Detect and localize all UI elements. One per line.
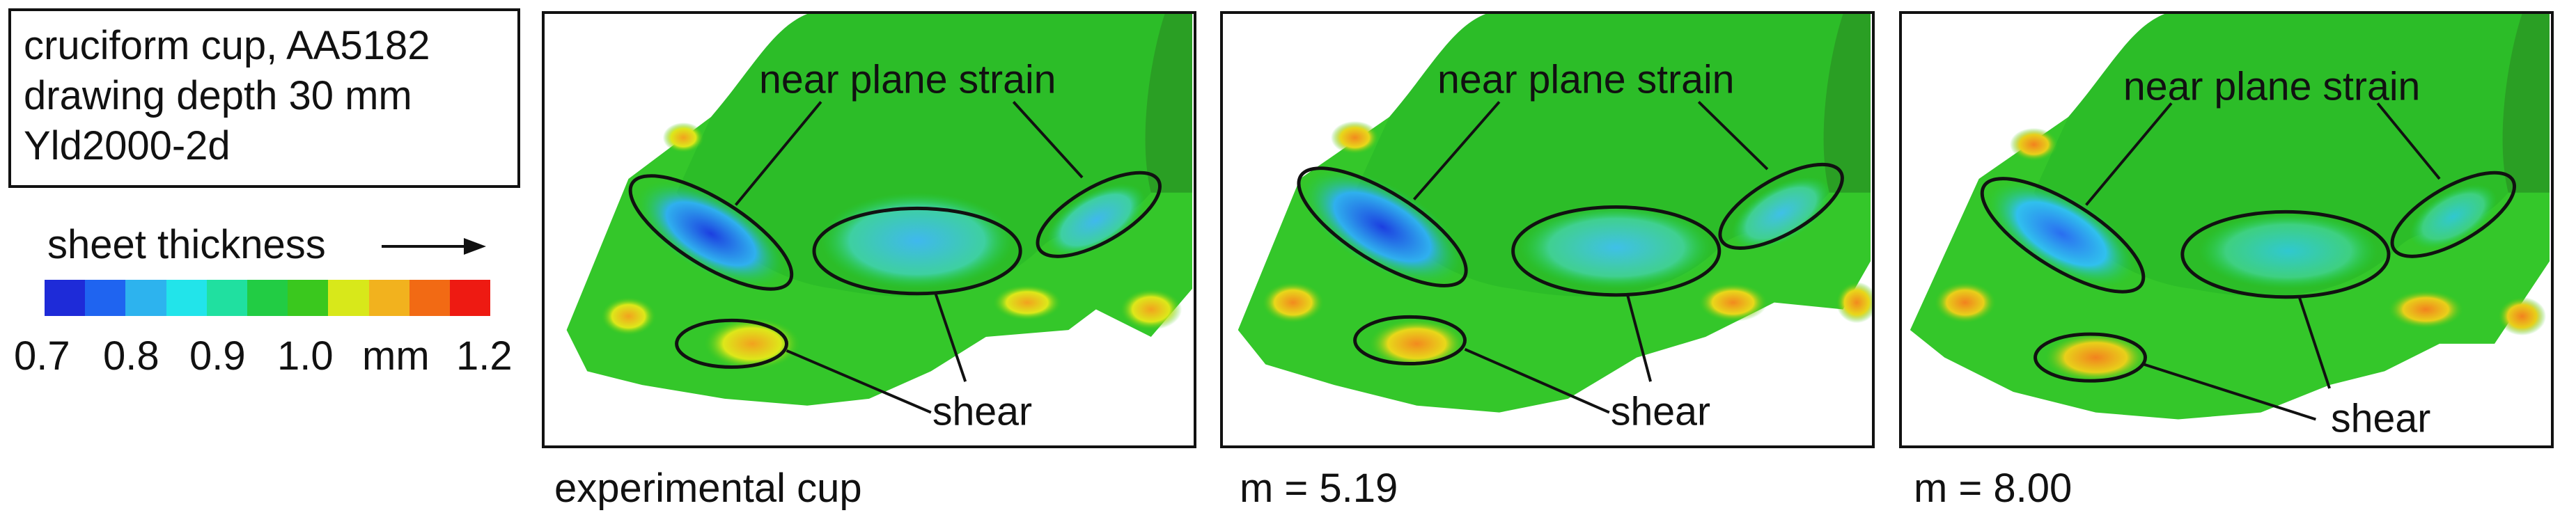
info-box: cruciform cup, AA5182 drawing depth 30 m… <box>8 8 520 188</box>
colorbar-tick-label: 1.0 <box>277 333 334 379</box>
ellipse-corner-left <box>1980 177 2146 294</box>
panel-m-5-19: near plane strain shear <box>1220 11 1875 448</box>
colorbar-swatch <box>409 280 450 316</box>
thickness-colorbar <box>45 280 491 316</box>
caption-m-8-00: m = 8.00 <box>1914 466 2072 511</box>
label-shear: shear <box>2331 396 2430 441</box>
ellipse-center <box>1511 205 1722 297</box>
colorbar-swatch <box>206 280 247 316</box>
colorbar-swatch <box>125 280 166 316</box>
ellipse-center <box>812 206 1022 296</box>
ellipse-center <box>2180 209 2391 299</box>
ellipse-corner-right <box>1036 171 1162 258</box>
label-near-plane-strain: near plane strain <box>2123 64 2420 109</box>
colorbar-swatch <box>45 280 86 316</box>
colorbar-swatch <box>328 280 369 316</box>
info-line-material: cruciform cup, AA5182 <box>24 23 430 68</box>
panel-m-8-00: near plane strain shear <box>1899 11 2554 448</box>
panel-experimental: near plane strain shear <box>542 11 1196 448</box>
legend-title: sheet thickness <box>47 222 326 267</box>
ellipse-corner-right <box>2390 171 2517 258</box>
caption-m-5-19: m = 5.19 <box>1240 466 1398 511</box>
cup-render-experimental: near plane strain shear <box>566 14 1193 434</box>
info-line-criterion: Yld2000-2d <box>24 123 231 168</box>
colorbar-swatch <box>247 280 288 316</box>
label-shear: shear <box>1611 389 1710 434</box>
ellipse-shear <box>2034 332 2147 383</box>
label-shear: shear <box>932 389 1032 434</box>
label-near-plane-strain: near plane strain <box>1437 58 1734 102</box>
colorbar-tick-label: 0.8 <box>103 333 159 379</box>
ellipse-shear <box>1353 315 1467 365</box>
colorbar-tick-label: 0.7 <box>14 333 70 379</box>
ellipse-shear <box>675 318 788 369</box>
colorbar-swatch <box>368 280 409 316</box>
colorbar-tick-label: mm <box>362 333 430 379</box>
ellipse-corner-left <box>1297 166 1468 287</box>
label-near-plane-strain: near plane strain <box>759 58 1056 102</box>
colorbar-swatch <box>288 280 329 316</box>
ellipse-corner-left <box>628 174 794 291</box>
colorbar-swatch <box>449 280 491 316</box>
colorbar-swatch <box>166 280 207 316</box>
cup-render-m-5-19: near plane strain shear <box>1238 14 1872 434</box>
colorbar-swatch <box>85 280 126 316</box>
colorbar-tick-label: 0.9 <box>189 333 246 379</box>
ellipse-corner-right <box>1718 162 1844 250</box>
cup-render-m-8-00: near plane strain shear <box>1910 14 2550 441</box>
caption-experimental: experimental cup <box>554 466 862 511</box>
info-line-depth: drawing depth 30 mm <box>24 73 412 118</box>
legend-arrow-icon <box>382 238 486 255</box>
colorbar-tick-label: 1.2 <box>456 333 513 379</box>
